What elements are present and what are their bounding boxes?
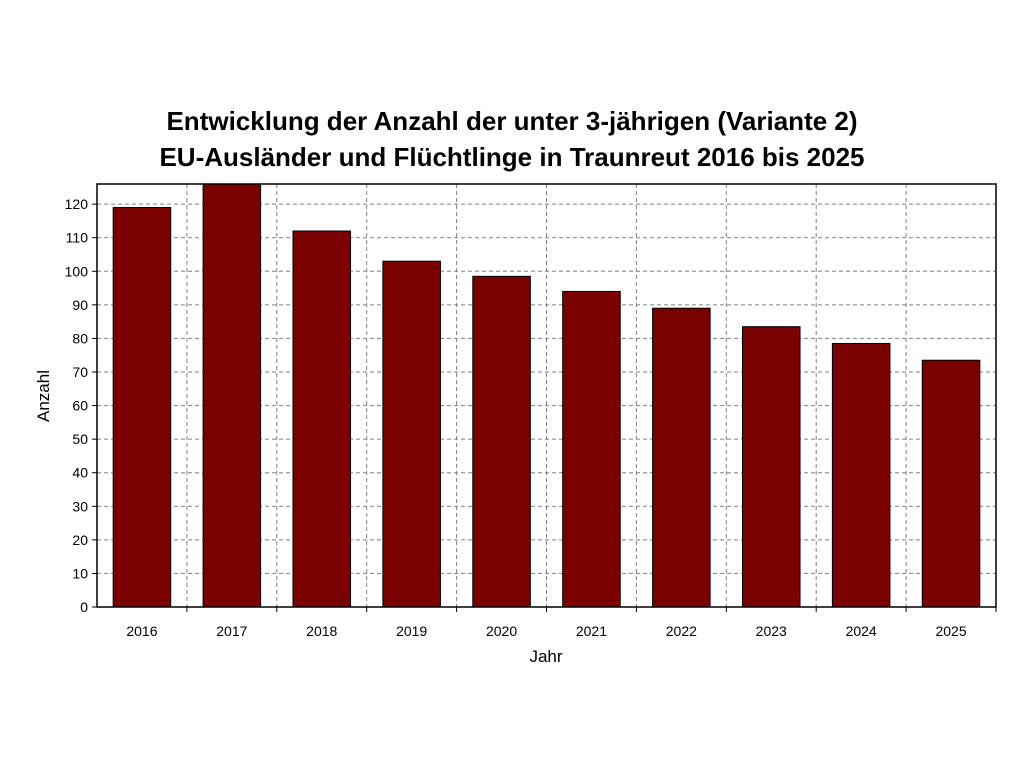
y-axis-ticks: 0 10 20 30 40 50 60 70 80 90 100 110 120 [65,196,97,615]
y-tick-label: 110 [66,230,89,246]
y-tick-label: 80 [72,330,88,346]
x-tick-label: 2018 [306,623,337,639]
bar-2020 [472,275,531,608]
x-tick-label: 2021 [576,623,607,639]
y-tick-label: 100 [65,263,89,279]
y-tick-label: 50 [72,431,88,447]
x-tick-label: 2016 [126,623,157,639]
y-tick-label: 10 [72,565,88,581]
bar-2023 [741,326,801,608]
y-tick-label: 70 [72,364,88,380]
bar-2021 [562,290,621,608]
y-axis-title: Anzahl [34,370,53,422]
bar-2016 [112,207,172,608]
bar-2018 [292,230,352,608]
bar-2025 [921,359,981,608]
x-tick-label: 2023 [756,623,787,639]
bar-2019 [382,260,441,608]
y-tick-label: 60 [72,398,88,414]
x-tick-label: 2017 [216,623,247,639]
x-tick-label: 2025 [935,623,966,639]
bar-2022 [652,307,711,608]
bars [112,183,981,608]
x-tick-label: 2019 [396,623,427,639]
bar-2024 [831,342,891,608]
chart-title-line-2: EU-Ausländer und Flüchtlinge in Traunreu… [159,142,865,172]
y-tick-label: 30 [72,498,88,514]
x-axis-ticks: 2016 2017 2018 2019 2020 2021 2022 2023 2024 2025 [126,607,997,639]
x-tick-label: 2024 [846,623,877,639]
x-tick-label: 2020 [486,623,517,639]
x-axis-title: Jahr [529,647,562,666]
bar-2017 [202,183,262,608]
x-tick-label: 2022 [666,623,697,639]
y-tick-label: 0 [80,599,88,615]
chart-title-line-1: Entwicklung der Anzahl der unter 3-jähri… [166,106,858,136]
y-tick-label: 20 [72,532,88,548]
y-tick-label: 120 [65,196,89,212]
y-tick-label: 40 [72,465,88,481]
y-tick-label: 90 [72,297,88,313]
